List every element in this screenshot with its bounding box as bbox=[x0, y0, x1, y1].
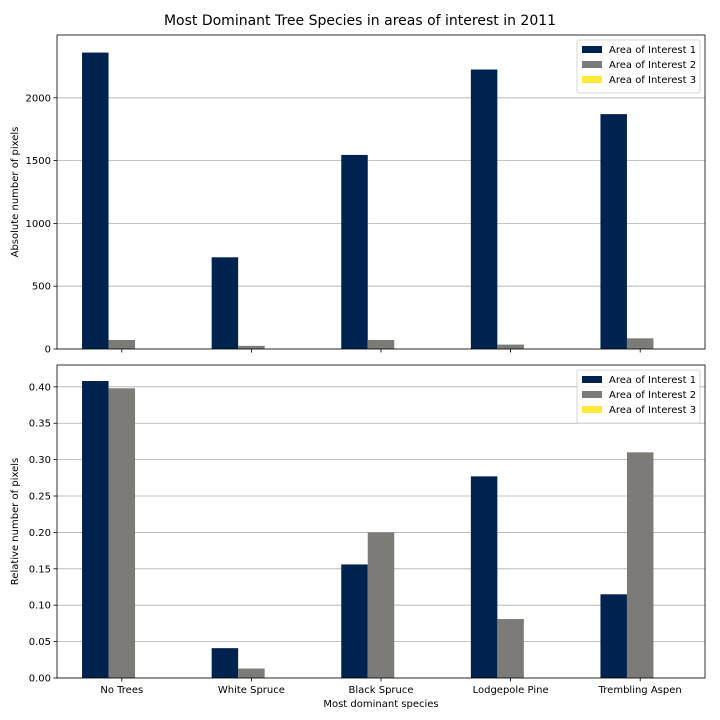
legend-box bbox=[576, 39, 701, 94]
bar bbox=[470, 476, 498, 678]
subplot-1: 0 500 1000 1500 2000 Absolute number of pixel… bbox=[10, 34, 706, 356]
plot-frame bbox=[56, 34, 706, 350]
y-axis-label: Absolute number of pixels bbox=[10, 127, 21, 258]
bar bbox=[82, 381, 109, 678]
bar bbox=[108, 339, 136, 349]
legend-swatch bbox=[582, 406, 602, 413]
y-tick-label: 2000 bbox=[26, 93, 51, 104]
x-tick-label: Black Spruce bbox=[348, 685, 413, 696]
x-tick-label: Lodgepole Pine bbox=[473, 685, 549, 696]
y-tick-label: 0.00 bbox=[29, 674, 51, 685]
bar bbox=[497, 619, 524, 678]
y-tick-label: 500 bbox=[32, 282, 51, 293]
x-tick-label: No Trees bbox=[100, 685, 143, 696]
bar bbox=[367, 339, 395, 349]
bar bbox=[238, 345, 265, 349]
y-tick-label: 0.05 bbox=[29, 637, 51, 648]
bar bbox=[600, 114, 627, 350]
bar bbox=[108, 388, 136, 678]
figure-title: Most Dominant Tree Species in areas of i… bbox=[163, 13, 557, 29]
legend-label: Area of Interest 1 bbox=[609, 45, 696, 56]
legend-label: Area of Interest 2 bbox=[609, 60, 696, 71]
plot-frame bbox=[56, 364, 706, 679]
bar bbox=[470, 69, 498, 349]
bar bbox=[626, 452, 654, 678]
bar bbox=[367, 532, 395, 678]
legend-swatch bbox=[582, 46, 602, 53]
legend: Area of Interest 1 Area of Interest 2 Area… bbox=[576, 39, 701, 94]
legend-label: Area of Interest 1 bbox=[609, 375, 696, 386]
y-tick-label: 1000 bbox=[26, 219, 51, 230]
bar bbox=[497, 344, 524, 349]
y-tick-label: 0 bbox=[45, 345, 51, 356]
legend-label: Area of Interest 2 bbox=[609, 390, 696, 401]
legend: Area of Interest 1 Area of Interest 2 Area… bbox=[576, 369, 701, 424]
bar bbox=[600, 594, 627, 678]
y-tick-label: 0.25 bbox=[29, 492, 51, 503]
x-tick-label: White Spruce bbox=[218, 685, 285, 696]
y-tick-label: 0.40 bbox=[29, 382, 51, 393]
legend-swatch bbox=[582, 61, 602, 68]
figure-title-holder: Most Dominant Tree Species in areas of i… bbox=[0, 10, 720, 29]
y-tick-label: 0.30 bbox=[29, 455, 51, 466]
y-tick-label: 0.35 bbox=[29, 419, 51, 430]
bar bbox=[341, 564, 368, 678]
y-tick-label: 0.15 bbox=[29, 564, 51, 575]
bar bbox=[341, 154, 368, 349]
legend-swatch bbox=[582, 376, 602, 383]
bar bbox=[211, 648, 239, 678]
legend-swatch bbox=[582, 76, 602, 83]
legend-label: Area of Interest 3 bbox=[609, 405, 696, 416]
bar bbox=[626, 338, 654, 349]
y-tick-label: 0.10 bbox=[29, 601, 51, 612]
y-tick-label: 1500 bbox=[26, 156, 51, 167]
bar bbox=[82, 52, 109, 350]
bar bbox=[238, 668, 265, 678]
x-tick-label: Trembling Aspen bbox=[598, 685, 682, 696]
subplot-2: 0.00 0.05 0.10 0.15 0.20 0.25 0.30 0.35 0.40 No T… bbox=[10, 364, 706, 710]
y-axis-label: Relative number of pixels bbox=[10, 458, 21, 585]
legend-swatch bbox=[582, 391, 602, 398]
bar bbox=[211, 257, 239, 349]
legend-box bbox=[576, 369, 701, 424]
legend-label: Area of Interest 3 bbox=[609, 75, 696, 86]
x-axis-label: Most dominant species bbox=[323, 699, 438, 710]
y-tick-label: 0.20 bbox=[29, 528, 51, 539]
